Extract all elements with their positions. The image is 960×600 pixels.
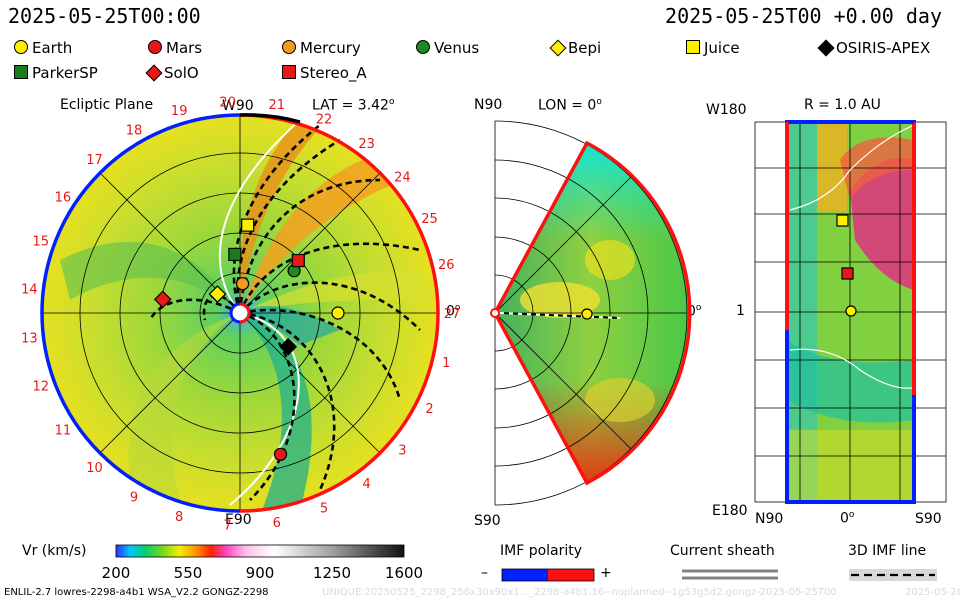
sector-label-5: 5 [320, 502, 328, 517]
sector-label-13: 13 [21, 332, 38, 347]
imf-negative-swatch [502, 569, 548, 581]
meridional-bottom-label: S90 [474, 513, 501, 529]
colorbar-tick-1250: 1250 [313, 564, 351, 582]
sector-label-18: 18 [126, 123, 143, 138]
meridional-top-label: N90 [474, 97, 503, 113]
imf-plus-label: + [600, 565, 612, 581]
meridional-earth-marker [581, 308, 593, 320]
sector-label-21: 21 [269, 98, 286, 113]
sector-label-11: 11 [55, 424, 72, 439]
juice-marker [241, 218, 255, 232]
legend-juice: Juice [686, 39, 740, 57]
ecliptic-imf-lines [148, 123, 421, 501]
ecliptic-title: Ecliptic Plane [60, 97, 154, 113]
ecliptic-disk [40, 113, 440, 513]
footer-watermark: UNIQUE:20250525_2298_256x30x90x1..._2298… [322, 587, 837, 598]
sector-label-22: 22 [316, 112, 333, 127]
sector-label-8: 8 [175, 510, 183, 525]
imf-polarity-label: IMF polarity [500, 543, 583, 559]
meridional-wedge [490, 120, 692, 506]
mars-marker [273, 447, 288, 461]
ecliptic-bottom-label: E90 [225, 512, 252, 528]
map-juice-marker [836, 214, 849, 227]
legend-earth: Earth [14, 39, 72, 57]
parkersp-marker [228, 247, 242, 262]
sector-label-12: 12 [33, 380, 50, 395]
ecliptic-right-label: 0o [446, 303, 461, 320]
legend-mars: Mars [148, 39, 202, 57]
sector-label-15: 15 [33, 235, 50, 250]
current-sheath-label: Current sheath [670, 543, 775, 559]
sector-label-19: 19 [171, 104, 188, 119]
juice-marker-icon [686, 40, 700, 54]
sector-label-16: 16 [55, 191, 72, 206]
map-x-mid-label: 0o [840, 510, 855, 527]
mercury-marker-icon [282, 40, 296, 54]
bepi-marker [208, 285, 227, 303]
mercury-marker [235, 277, 250, 291]
stereo-a-marker-icon [282, 65, 296, 79]
earth-marker [331, 306, 345, 320]
imf-positive-swatch [548, 569, 594, 581]
sector-label-1: 1 [442, 356, 450, 371]
legend-venus: Venus [416, 39, 479, 57]
osiris-apex-marker [279, 337, 298, 356]
map-stereo-a-marker [841, 267, 854, 280]
solo-marker [153, 290, 172, 309]
map-x-right-label: S90 [915, 511, 942, 527]
sector-label-14: 14 [21, 282, 38, 297]
ecliptic-bodies [153, 218, 345, 461]
sector-label-17: 17 [86, 153, 103, 168]
legend-osiris-apex: OSIRIS-APEX [817, 39, 930, 57]
sector-label-9: 9 [130, 491, 138, 506]
sector-label-25: 25 [421, 212, 438, 227]
latlon-map [754, 120, 947, 504]
legend-parkersp: ParkerSP [14, 64, 98, 82]
lat-label: LAT = 3.42o [312, 97, 395, 114]
sector-label-4: 4 [362, 477, 370, 492]
mars-marker-icon [148, 40, 162, 54]
map-x-left-label: N90 [755, 511, 784, 527]
map-y-bottom-label: E180 [712, 503, 748, 519]
imf-minus-label: – [481, 565, 488, 581]
legend-stereo-a: Stereo_A [282, 64, 367, 82]
map-earth-marker [845, 305, 857, 317]
imf3d-label: 3D IMF line [848, 543, 927, 559]
map-y-top-label: W180 [706, 102, 747, 118]
map-title: R = 1.0 AU [804, 97, 881, 113]
sector-label-7: 7 [224, 519, 232, 534]
venus-marker-icon [416, 40, 430, 54]
legend-solo: SolO [145, 64, 199, 82]
sector-label-26: 26 [438, 258, 455, 273]
colorbar [115, 544, 405, 558]
sector-label-10: 10 [86, 461, 103, 476]
colorbar-tick-900: 900 [246, 564, 275, 582]
left-timestamp: 2025-05-25T00:00 [8, 4, 201, 28]
sector-label-27: 27 [444, 307, 461, 322]
footer-run-info: ENLIL-2.7 lowres-2298-a4b1 WSA_V2.2 GONG… [4, 587, 269, 598]
meridional-title: LON = 0o [538, 97, 602, 114]
colorbar-tick-550: 550 [174, 564, 203, 582]
sector-label-2: 2 [425, 402, 433, 417]
colorbar-tick-200: 200 [102, 564, 131, 582]
earth-marker-icon [14, 40, 28, 54]
footer-date: 2025-05-26 [905, 587, 960, 598]
sector-label-24: 24 [394, 171, 411, 186]
colorbar-tick-1600: 1600 [385, 564, 423, 582]
ecliptic-top-label: W90 [222, 98, 254, 114]
map-y-mid-label: 1 [736, 303, 745, 319]
colorbar-ticks: 200 550 900 1250 1600 [102, 564, 423, 582]
legend-bepi: Bepi [549, 39, 601, 57]
sector-label-3: 3 [398, 443, 406, 458]
sector-label-20: 20 [219, 95, 236, 110]
right-timestamp: 2025-05-25T00 +0.00 day [665, 4, 942, 28]
sector-label-6: 6 [273, 516, 281, 531]
colorbar-label: Vr (km/s) [22, 543, 87, 559]
stereo-a-marker [291, 253, 305, 268]
parkersp-marker-icon [14, 65, 28, 79]
legend-mercury: Mercury [282, 39, 361, 57]
sector-label-23: 23 [358, 137, 375, 152]
